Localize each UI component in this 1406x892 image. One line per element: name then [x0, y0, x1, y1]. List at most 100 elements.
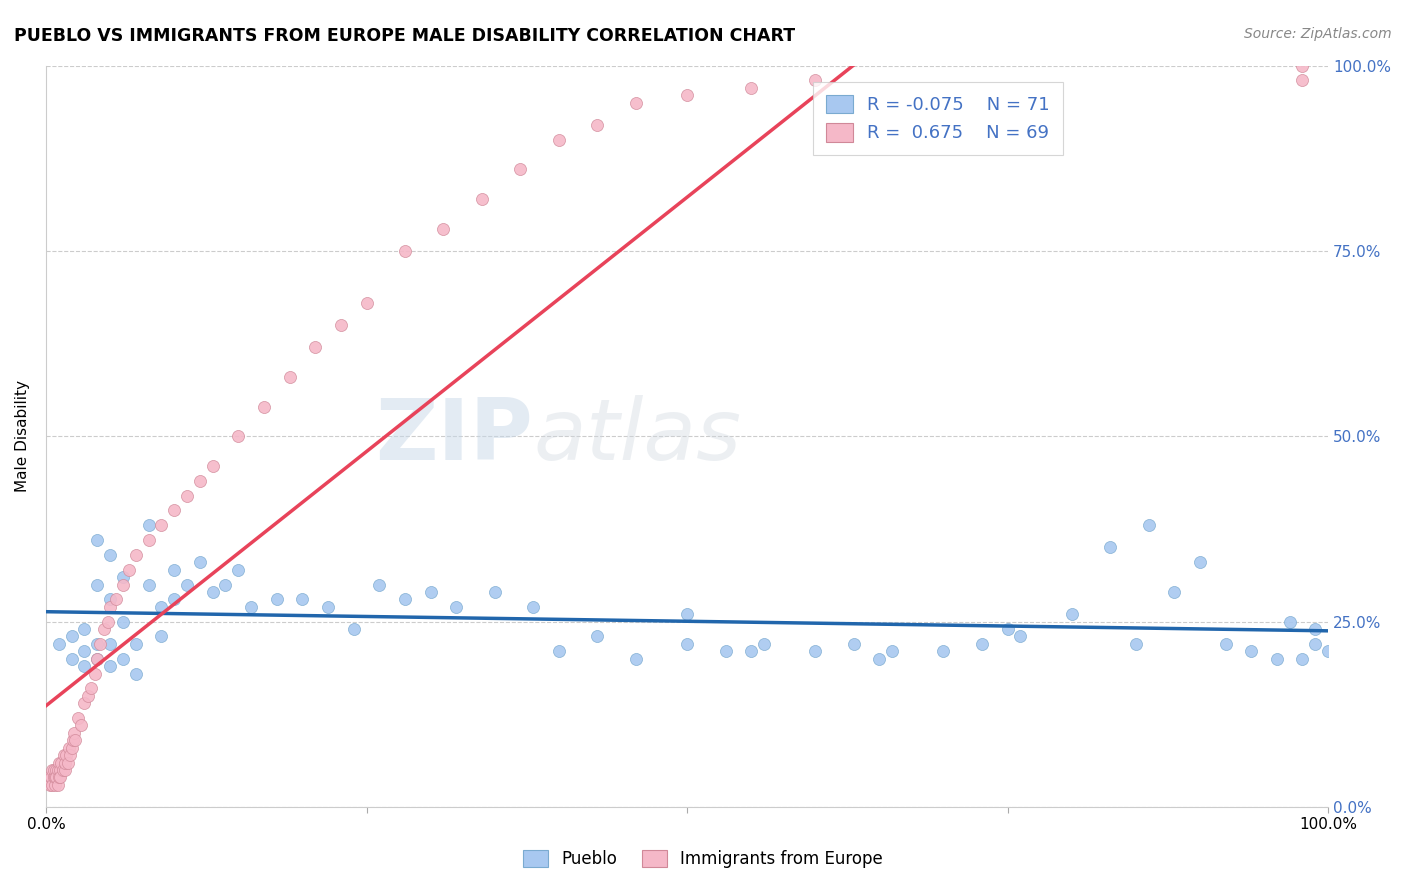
Point: [522, 599, 544, 614]
Point: [73, 659, 96, 673]
Point: [368, 577, 391, 591]
Point: [1305, 622, 1327, 636]
Point: [997, 622, 1019, 636]
Point: [86, 651, 108, 665]
Point: [188, 555, 211, 569]
Point: [65, 733, 87, 747]
Point: [163, 563, 186, 577]
Point: [86, 651, 108, 665]
Point: [163, 503, 186, 517]
Point: [419, 585, 441, 599]
Point: [62, 733, 84, 747]
Text: atlas: atlas: [533, 395, 741, 478]
Point: [1240, 644, 1263, 658]
Point: [804, 644, 827, 658]
Point: [48, 637, 70, 651]
Point: [60, 740, 83, 755]
Point: [1188, 555, 1211, 569]
Point: [38, 778, 60, 792]
Point: [226, 563, 249, 577]
Point: [316, 599, 339, 614]
Point: [752, 637, 775, 651]
Point: [676, 637, 699, 651]
Point: [98, 599, 121, 614]
Point: [201, 585, 224, 599]
Point: [150, 630, 173, 644]
Point: [77, 689, 100, 703]
Point: [1291, 59, 1313, 73]
Point: [41, 763, 63, 777]
Point: [804, 73, 827, 87]
Point: [48, 756, 70, 770]
Point: [125, 637, 148, 651]
Point: [56, 756, 79, 770]
Point: [176, 577, 198, 591]
Point: [45, 763, 67, 777]
Point: [111, 570, 134, 584]
Point: [266, 592, 288, 607]
Point: [138, 533, 160, 547]
Point: [93, 622, 115, 636]
Point: [932, 644, 955, 658]
Text: Source: ZipAtlas.com: Source: ZipAtlas.com: [1244, 27, 1392, 41]
Point: [586, 630, 609, 644]
Point: [1265, 651, 1288, 665]
Point: [1125, 637, 1147, 651]
Point: [44, 770, 66, 784]
Point: [291, 592, 314, 607]
Point: [45, 770, 67, 784]
Point: [740, 644, 762, 658]
Point: [58, 740, 80, 755]
Point: [49, 763, 72, 777]
Text: ZIP: ZIP: [375, 395, 533, 478]
Point: [118, 563, 141, 577]
Point: [46, 763, 69, 777]
Point: [98, 659, 121, 673]
Point: [111, 651, 134, 665]
Point: [1163, 585, 1185, 599]
Point: [69, 718, 91, 732]
Point: [253, 400, 276, 414]
Point: [48, 770, 70, 784]
Point: [150, 599, 173, 614]
Point: [86, 577, 108, 591]
Point: [111, 577, 134, 591]
Point: [52, 763, 75, 777]
Point: [38, 770, 60, 784]
Point: [1291, 651, 1313, 665]
Point: [624, 651, 647, 665]
Point: [41, 778, 63, 792]
Point: [52, 748, 75, 763]
Point: [356, 296, 378, 310]
Point: [1215, 637, 1237, 651]
Point: [111, 615, 134, 629]
Point: [432, 221, 454, 235]
Point: [163, 592, 186, 607]
Point: [304, 340, 326, 354]
Point: [624, 95, 647, 110]
Point: [86, 637, 108, 651]
Point: [1137, 518, 1160, 533]
Point: [51, 756, 73, 770]
Point: [105, 592, 128, 607]
Point: [1317, 644, 1340, 658]
Point: [329, 318, 352, 332]
Point: [66, 711, 89, 725]
Point: [80, 681, 103, 696]
Point: [59, 748, 82, 763]
Point: [1278, 615, 1301, 629]
Text: PUEBLO VS IMMIGRANTS FROM EUROPE MALE DISABILITY CORRELATION CHART: PUEBLO VS IMMIGRANTS FROM EUROPE MALE DI…: [14, 27, 796, 45]
Point: [42, 763, 65, 777]
Point: [1060, 607, 1083, 622]
Point: [240, 599, 263, 614]
Y-axis label: Male Disability: Male Disability: [15, 380, 30, 492]
Point: [125, 548, 148, 562]
Point: [970, 637, 993, 651]
Point: [188, 474, 211, 488]
Point: [53, 756, 76, 770]
Point: [98, 592, 121, 607]
Point: [509, 162, 531, 177]
Point: [1010, 630, 1032, 644]
Point: [98, 548, 121, 562]
Point: [547, 644, 569, 658]
